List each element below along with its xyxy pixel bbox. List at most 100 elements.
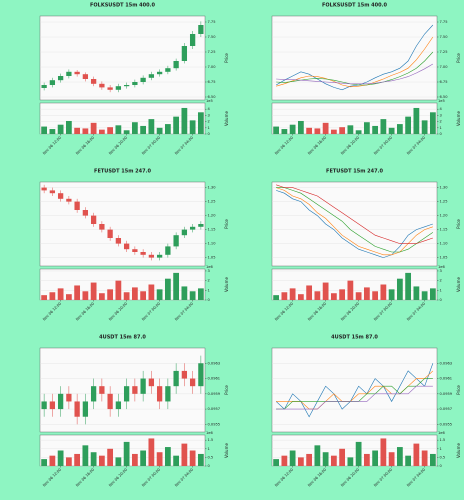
candle-body [66, 71, 72, 76]
price-line [276, 190, 433, 258]
candle-body [165, 386, 171, 402]
chart-title: 4USDT 15m 87.0 [331, 335, 378, 341]
volume-bar [314, 291, 321, 300]
y-tick-label: 6.50 [440, 95, 449, 99]
volume-bar [405, 116, 412, 134]
volume-offset: 1e6 [206, 265, 213, 269]
volume-bar [306, 453, 313, 466]
candle-body [173, 235, 179, 247]
volume-tick-label: 1 [208, 447, 210, 451]
volume-tick-label: 0 [440, 132, 443, 136]
volume-bar [131, 287, 138, 300]
volume-tick-label: 2 [208, 279, 210, 283]
price-frame [271, 347, 438, 433]
x-tick-label: Nov 06 20:00 [340, 301, 360, 321]
candle-body [49, 401, 56, 410]
price-line [276, 187, 434, 253]
volume-bar [330, 129, 337, 134]
candle-body [90, 386, 97, 402]
chart-title: FOLKSUSDT 15m 400.0 [322, 3, 388, 9]
y-axis-label: Price [456, 219, 461, 229]
volume-bar [131, 453, 138, 466]
candle-body [198, 25, 204, 34]
x-tick-label: Nov 07 04:00 [174, 301, 194, 321]
candle-body [156, 71, 163, 75]
x-tick-label: Nov 06 16:00 [307, 135, 327, 155]
volume-bar [273, 126, 280, 134]
candle-body [57, 193, 64, 199]
candle-body [148, 74, 155, 78]
x-tick-label: Nov 06 16:00 [75, 301, 95, 321]
volume-bar [82, 291, 89, 300]
candle-body [156, 254, 163, 258]
volume-bar [372, 450, 379, 466]
candle-body [173, 61, 179, 69]
volume-bar [330, 455, 337, 466]
volume-tick-label: 0 [208, 298, 211, 302]
candle-body [74, 401, 80, 417]
volume-bar [65, 457, 72, 466]
volume-bar [41, 126, 48, 134]
volume-tick-label: 0 [208, 464, 211, 468]
volume-bar [57, 288, 64, 300]
volume-bar [355, 130, 362, 134]
volume-bar [181, 286, 188, 300]
volume-frame [271, 268, 438, 301]
volume-bar [181, 107, 188, 134]
candle-body [198, 224, 204, 227]
x-tick-label: Nov 06 16:00 [75, 135, 95, 155]
volume-bar [164, 124, 171, 134]
y-axis-label: Price [224, 385, 229, 395]
volume-bar [396, 278, 403, 300]
candle-body [132, 386, 138, 394]
volume-bar [57, 450, 64, 466]
volume-bar [405, 272, 412, 300]
volume-tick-label: 1 [440, 288, 442, 292]
candle-body [41, 187, 47, 191]
volume-bar [347, 457, 354, 466]
x-tick-label: Nov 07 04:00 [174, 467, 194, 487]
y-tick-label: 1.20 [208, 214, 217, 218]
candle-body [198, 363, 204, 387]
volume-bar [49, 129, 56, 134]
candle-body [74, 71, 80, 75]
volume-bar [65, 294, 72, 300]
volume-bar [98, 455, 105, 466]
x-tick-label: Nov 06 12:00 [42, 135, 62, 155]
x-tick-label: Nov 06 16:00 [307, 467, 327, 487]
y-tick-label: 0.0955 [440, 422, 453, 426]
volume-bar [330, 293, 337, 300]
volume-bar [148, 438, 155, 466]
x-tick-label: Nov 06 12:00 [42, 467, 62, 487]
volume-bar [123, 292, 130, 300]
volume-tick-label: 0.5 [440, 455, 446, 459]
candle-body [107, 229, 113, 238]
volume-frame [39, 268, 206, 301]
volume-bar [115, 280, 122, 300]
candle-body [82, 210, 89, 216]
y-tick-label: 7.75 [208, 20, 216, 24]
volume-tick-label: 3 [208, 113, 210, 117]
candle-body [132, 82, 138, 85]
candle-body [148, 378, 155, 387]
volume-bar [189, 450, 196, 466]
volume-bar [306, 127, 313, 134]
candle-body [66, 393, 72, 402]
volume-bar [49, 292, 56, 300]
y-tick-label: 7.00 [208, 65, 217, 69]
price-frame [271, 15, 438, 101]
volume-axis-label: Volume [456, 277, 461, 292]
y-tick-label: 7.75 [440, 20, 448, 24]
x-tick-label: Nov 06 12:00 [274, 467, 294, 487]
volume-bar [429, 288, 436, 300]
volume-bar [131, 122, 138, 134]
candle-body [107, 87, 113, 90]
volume-bar [156, 452, 163, 466]
volume-tick-label: 3 [440, 113, 442, 117]
volume-bar [123, 130, 130, 134]
x-tick-label: Nov 06 20:00 [108, 301, 128, 321]
x-tick-label: Nov 07 00:00 [373, 301, 393, 321]
volume-frame [39, 434, 206, 467]
volume-bar [90, 122, 97, 134]
